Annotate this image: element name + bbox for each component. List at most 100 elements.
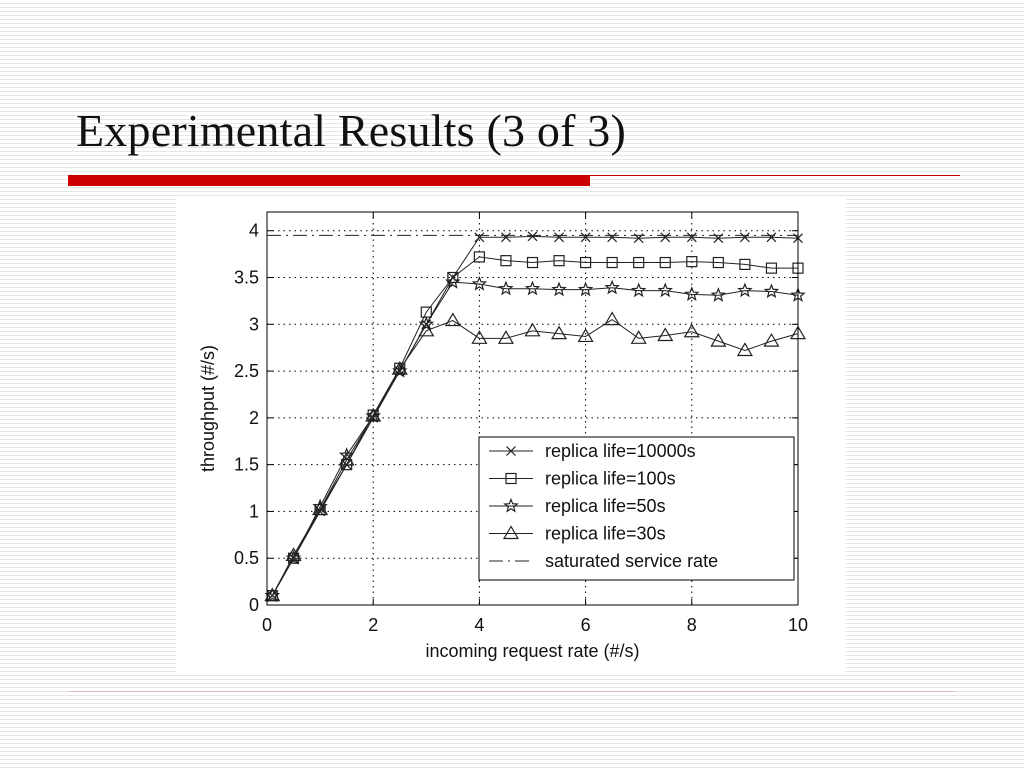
data-point-replica-life-100s xyxy=(633,256,645,269)
data-point-replica-life-30s xyxy=(683,323,700,338)
chart-figure: 0 2 4 6 8 10 0 0.5 1 1.5 2 2.5 3 3.5 4 incoming reques… xyxy=(176,198,846,672)
title-accent-line xyxy=(590,175,960,176)
y-tick-label: 3.5 xyxy=(234,268,259,288)
data-point-replica-life-10000s xyxy=(739,232,750,243)
legend-label-replica-life-100s: replica life=100s xyxy=(545,469,676,489)
data-point-replica-life-10000s xyxy=(554,232,564,243)
x-tick-label: 6 xyxy=(581,615,591,635)
data-point-replica-life-30s xyxy=(551,325,568,340)
footer-line xyxy=(68,691,956,692)
data-point-replica-life-30s xyxy=(264,587,281,602)
series-replica-life-50s xyxy=(264,274,806,603)
data-point-replica-life-30s xyxy=(338,451,355,466)
data-point-replica-life-10000s xyxy=(633,233,644,244)
data-point-replica-life-100s xyxy=(739,258,751,271)
x-tick-label: 2 xyxy=(368,615,378,635)
x-tick-label: 8 xyxy=(687,615,697,635)
legend-label-replica-life-30s: replica life=30s xyxy=(545,524,666,544)
data-point-replica-life-10000s xyxy=(660,232,671,243)
data-point-replica-life-30s xyxy=(710,332,727,347)
data-point-replica-life-100s xyxy=(580,256,592,269)
data-point-replica-life-30s xyxy=(418,322,435,337)
data-point-replica-life-50s xyxy=(737,282,753,298)
x-tick-label: 0 xyxy=(262,615,272,635)
data-point-replica-life-50s xyxy=(684,286,700,301)
data-point-replica-life-100s xyxy=(553,255,565,267)
y-tick-label: 1.5 xyxy=(234,455,259,475)
data-point-replica-life-30s xyxy=(604,311,621,326)
data-point-replica-life-30s xyxy=(444,312,461,327)
data-point-replica-life-50s xyxy=(604,279,620,295)
throughput-chart: 0 2 4 6 8 10 0 0.5 1 1.5 2 2.5 3 3.5 4 incoming reques… xyxy=(198,211,808,661)
data-point-replica-life-30s xyxy=(497,330,514,344)
series-replica-life-30s xyxy=(264,311,807,602)
title-accent-bar xyxy=(68,175,590,186)
chart-legend: replica life=10000s replica life=100s repl… xyxy=(478,436,795,581)
axis-ticks: 0 2 4 6 8 10 0 0.5 1 1.5 2 2.5 3 3.5 4 xyxy=(234,212,808,635)
data-point-replica-life-50s xyxy=(471,275,488,291)
series-line-replica-life-50s xyxy=(271,281,799,596)
data-point-replica-life-50s xyxy=(630,282,647,298)
data-point-replica-life-100s xyxy=(606,256,618,269)
y-tick-label: 0 xyxy=(249,595,259,615)
data-point-replica-life-30s xyxy=(365,407,382,422)
data-point-replica-life-50s xyxy=(524,280,541,296)
data-point-replica-life-10000s xyxy=(766,232,777,243)
y-tick-label: 4 xyxy=(249,221,259,241)
data-point-replica-life-10000s xyxy=(527,231,538,242)
y-tick-label: 1 xyxy=(249,501,259,521)
series-line-replica-life-100s xyxy=(271,256,798,596)
series-line-replica-life-30s xyxy=(271,319,799,596)
data-point-replica-life-50s xyxy=(365,407,381,423)
data-point-replica-life-10000s xyxy=(474,232,485,243)
data-point-replica-life-30s xyxy=(657,327,674,342)
data-point-replica-life-30s xyxy=(736,342,753,357)
legend-box xyxy=(478,436,795,581)
data-point-replica-life-50s xyxy=(577,281,594,297)
data-point-replica-life-50s xyxy=(498,280,514,296)
data-point-replica-life-100s xyxy=(686,255,698,268)
data-point-replica-life-100s xyxy=(473,251,485,263)
data-point-replica-life-50s xyxy=(657,282,674,298)
data-point-replica-life-10000s xyxy=(713,233,724,244)
data-point-replica-life-30s xyxy=(763,332,780,347)
data-point-replica-life-100s xyxy=(765,262,778,274)
data-point-replica-life-100s xyxy=(712,256,724,269)
plot-frame xyxy=(266,211,799,606)
data-point-replica-life-10000s xyxy=(607,232,618,243)
data-point-replica-life-50s xyxy=(418,316,435,331)
x-tick-label: 4 xyxy=(474,615,484,635)
legend-label-saturated-service-rate: saturated service rate xyxy=(545,551,718,571)
chart-series xyxy=(264,231,807,603)
legend-label-replica-life-10000s: replica life=10000s xyxy=(545,441,696,461)
data-point-replica-life-50s xyxy=(710,287,727,302)
x-tick-label: 10 xyxy=(788,615,808,635)
y-axis-label: throughput (#/s) xyxy=(198,345,218,472)
data-point-replica-life-50s xyxy=(445,274,461,289)
legend-marker-replica-life-100s xyxy=(505,472,517,485)
data-point-replica-life-10000s xyxy=(501,232,511,243)
legend-marker-replica-life-50s xyxy=(503,497,519,513)
y-tick-label: 2.5 xyxy=(234,361,259,381)
data-point-replica-life-50s xyxy=(763,283,780,299)
y-tick-label: 2 xyxy=(249,408,259,428)
data-point-replica-life-50s xyxy=(551,281,567,297)
data-point-replica-life-100s xyxy=(526,256,539,269)
data-point-replica-life-100s xyxy=(659,256,671,269)
data-point-replica-life-30s xyxy=(391,361,408,375)
legend-marker-replica-life-30s xyxy=(502,525,520,540)
x-axis-label: incoming request rate (#/s) xyxy=(425,641,639,661)
data-point-replica-life-30s xyxy=(285,547,302,562)
legend-marker-replica-life-10000s xyxy=(506,446,516,456)
data-point-replica-life-30s xyxy=(577,328,594,343)
slide-title: Experimental Results (3 of 3) xyxy=(76,105,627,156)
y-tick-label: 3 xyxy=(249,314,259,334)
data-point-replica-life-100s xyxy=(500,255,512,267)
data-point-replica-life-30s xyxy=(524,322,541,337)
data-point-replica-life-50s xyxy=(264,587,281,603)
data-point-replica-life-10000s xyxy=(580,232,591,243)
data-point-replica-life-10000s xyxy=(686,232,697,243)
data-point-replica-life-30s xyxy=(312,501,329,516)
data-point-replica-life-30s xyxy=(471,330,488,344)
data-point-replica-life-50s xyxy=(338,447,355,462)
